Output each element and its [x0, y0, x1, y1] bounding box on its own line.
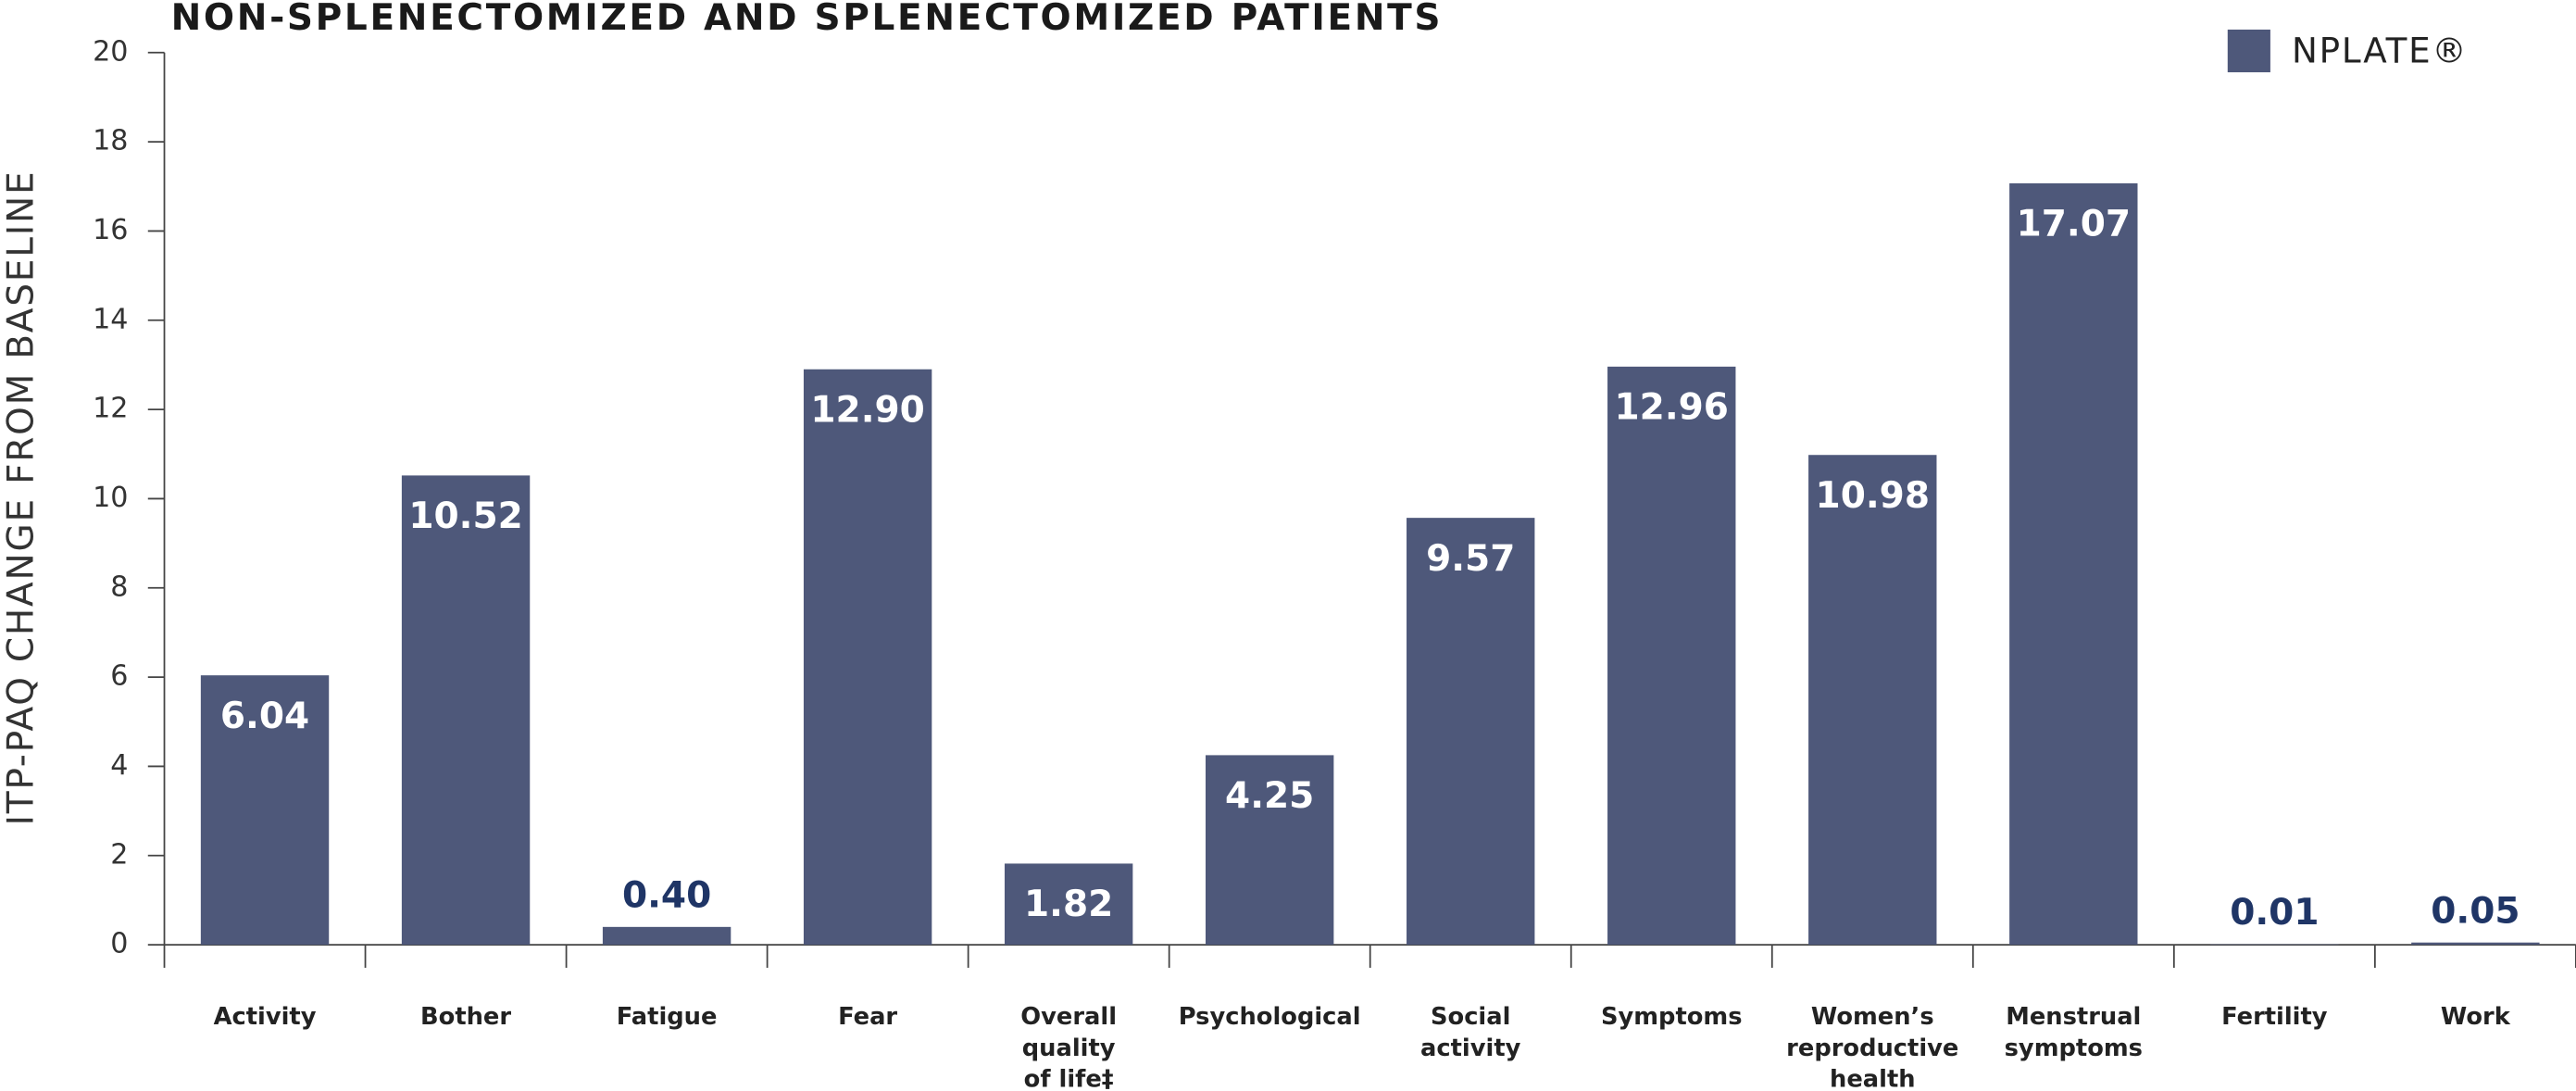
- bar: [1607, 366, 1736, 946]
- x-tick-label: Fertility: [2221, 1003, 2328, 1031]
- value-label: 0.05: [2431, 890, 2520, 932]
- x-tick-label-line: reproductive: [1786, 1034, 1958, 1061]
- x-tick-label: Activity: [214, 1003, 317, 1031]
- x-tick-label-line: Fatigue: [617, 1003, 718, 1031]
- x-tick-label: Psychological: [1179, 1003, 1361, 1031]
- y-tick-label: 4: [110, 749, 128, 782]
- x-tick-label: Fatigue: [617, 1003, 718, 1031]
- bar: [803, 369, 932, 946]
- chart-title: NON-SPLENECTOMIZED AND SPLENECTOMIZED PA…: [171, 0, 1444, 39]
- x-tick-label: Women’s reproductive health: [1786, 1003, 1958, 1091]
- y-axis-label: ITP-PAQ CHANGE FROM BASELINE: [0, 170, 42, 826]
- bar: [2411, 942, 2540, 946]
- x-tick-label-line: Women’s: [1811, 1003, 1934, 1031]
- bar: [200, 675, 330, 946]
- legend-label: NPLATE®: [2292, 30, 2468, 70]
- y-tick-label: 18: [93, 125, 128, 157]
- y-tick-label: 20: [93, 35, 128, 68]
- value-label: 0.01: [2230, 892, 2319, 934]
- x-tick-label-line: Overall: [1020, 1003, 1117, 1031]
- y-tick-label: 10: [93, 482, 128, 514]
- x-tick-label-line: Menstrual: [2006, 1003, 2141, 1031]
- bar: [1205, 755, 1334, 946]
- x-tick-label-line: quality: [1022, 1034, 1116, 1061]
- bar: [2009, 182, 2138, 946]
- legend-swatch: [2227, 29, 2270, 73]
- x-tick-label: Overall quality of life‡: [1020, 1003, 1117, 1091]
- bar: [602, 926, 732, 946]
- x-tick-label: Symptoms: [1601, 1003, 1743, 1031]
- value-label: 6.04: [220, 696, 309, 737]
- x-tick-label-line: Work: [2441, 1003, 2511, 1031]
- x-tick-label: Bother: [420, 1003, 511, 1031]
- y-tick-label: 14: [93, 303, 128, 335]
- value-label: 12.90: [810, 389, 924, 431]
- value-label: 17.07: [2017, 204, 2131, 245]
- x-tick-label-line: activity: [1420, 1034, 1521, 1061]
- bar: [1004, 863, 1133, 946]
- x-tick-label-line: Bother: [420, 1003, 511, 1031]
- y-tick-label: 2: [110, 838, 128, 871]
- x-tick-label-line: Activity: [214, 1003, 317, 1031]
- bar: [1407, 518, 1535, 946]
- y-tick-label: 16: [93, 214, 128, 246]
- x-tick-label-line: Social: [1431, 1003, 1510, 1031]
- value-label: 4.25: [1225, 775, 1314, 817]
- x-tick-label-line: Symptoms: [1601, 1003, 1743, 1031]
- bar: [1808, 455, 1937, 946]
- x-tick-label-line: health: [1830, 1065, 1916, 1091]
- x-tick-label-line: of life‡: [1024, 1065, 1114, 1091]
- x-tick-label: Fear: [838, 1003, 897, 1031]
- y-tick-label: 6: [110, 660, 128, 693]
- x-tick-label-line: symptoms: [2005, 1034, 2143, 1061]
- value-label: 1.82: [1024, 884, 1113, 925]
- value-label: 10.52: [408, 495, 522, 537]
- x-tick-label: Menstrual symptoms: [2005, 1003, 2143, 1062]
- x-tick-label-line: Psychological: [1179, 1003, 1361, 1031]
- x-tick-label: Social activity: [1420, 1003, 1521, 1062]
- value-label: 12.96: [1615, 386, 1729, 428]
- value-label: 0.40: [622, 874, 711, 916]
- bar: [401, 475, 531, 946]
- y-tick-label: 0: [110, 928, 128, 960]
- x-tick-label: Work: [2441, 1003, 2511, 1031]
- x-tick-label-line: Fertility: [2221, 1003, 2328, 1031]
- value-label: 10.98: [1816, 475, 1930, 517]
- x-tick-label-line: Fear: [838, 1003, 897, 1031]
- y-tick-label: 12: [93, 393, 128, 425]
- value-label: 9.57: [1426, 538, 1515, 580]
- y-tick-label: 8: [110, 571, 128, 603]
